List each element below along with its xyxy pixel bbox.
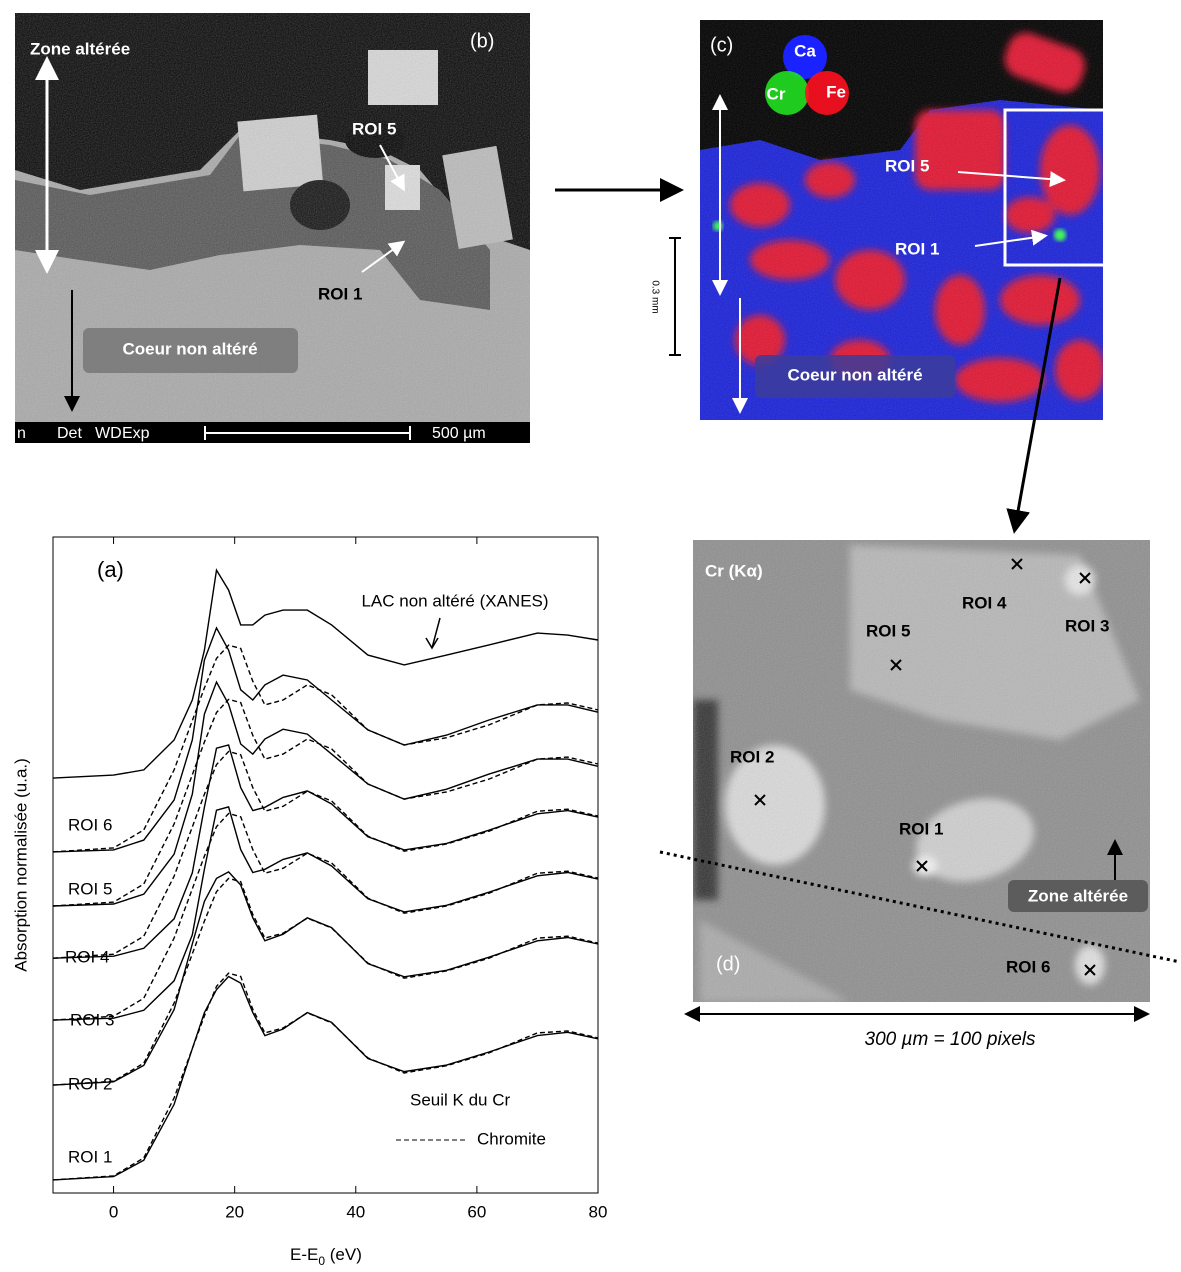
- x-axis-label: E-E0 (eV): [290, 1245, 362, 1268]
- scale-caption: 300 µm = 100 pixels: [865, 1029, 1036, 1050]
- legend-label: Chromite: [477, 1129, 546, 1148]
- roi-marker: [754, 794, 766, 806]
- reference-line: [52, 698, 599, 907]
- panel-label: (d): [716, 953, 740, 975]
- x-tick-label: 0: [109, 1202, 118, 1221]
- roi-label: ROI 6: [1006, 957, 1050, 976]
- status-text: n Det WD Exp 500 µm: [17, 425, 486, 442]
- roi-marker: [890, 659, 902, 671]
- xanes-chart: (a) Absorption normalisée (u.a.) E-E0 (e…: [11, 536, 608, 1268]
- roi-label: ROI 2: [730, 747, 774, 766]
- panel-label: (b): [470, 30, 494, 52]
- zone-label: Zone altérée: [30, 39, 130, 58]
- legend-circle: [805, 71, 849, 115]
- roi-marker: [1011, 558, 1023, 570]
- scale-bar: [669, 237, 681, 356]
- texture: [15, 13, 530, 443]
- series-label: ROI 3: [70, 1010, 114, 1029]
- x-tick-label: 20: [225, 1202, 244, 1221]
- panel-label: (c): [710, 34, 733, 56]
- roi-label: ROI 1: [318, 284, 362, 303]
- reference-line: [52, 644, 599, 853]
- reference-line: [52, 972, 599, 1181]
- arrow: [361, 240, 406, 273]
- roi-label: ROI 5: [866, 621, 910, 640]
- status-item: WD: [95, 425, 122, 442]
- texture: [693, 540, 1150, 1002]
- reference-line: [52, 812, 599, 1021]
- status-item: Det: [57, 425, 82, 442]
- y-axis-label: Absorption normalisée (u.a.): [11, 758, 30, 972]
- legend-label: Fe: [826, 82, 846, 101]
- scale-bar: [204, 426, 411, 440]
- series-line: [52, 680, 599, 907]
- map-image: [700, 20, 1103, 420]
- series-label: ROI 2: [68, 1074, 112, 1093]
- legend-circle: [765, 71, 809, 115]
- x-tick-label: 40: [346, 1202, 365, 1221]
- x-tick-label: 80: [589, 1202, 608, 1221]
- reference-line: [52, 877, 599, 1086]
- core-label: Coeur non altéré: [787, 365, 922, 384]
- sem-image: [15, 13, 530, 443]
- zoom-box: [1003, 108, 1103, 267]
- panel-label: (a): [97, 557, 124, 582]
- roi-marker: [1079, 572, 1091, 584]
- x-label-main: E-E: [290, 1245, 318, 1264]
- series-line: [52, 744, 599, 959]
- series-label: LAC non altéré (XANES): [361, 591, 548, 610]
- series-label: ROI 4: [65, 947, 109, 966]
- label-box: [83, 328, 298, 373]
- arrow: [1006, 277, 1062, 534]
- roi-label: ROI 3: [1065, 616, 1109, 635]
- series-line: [52, 871, 599, 1086]
- reference-line: [52, 750, 599, 959]
- series-line: [52, 568, 599, 779]
- label-box: [1008, 880, 1148, 912]
- x-label-unit: (eV): [325, 1245, 362, 1264]
- roi-label: ROI 4: [962, 593, 1007, 612]
- arrow: [957, 171, 1066, 188]
- legend-circle: [783, 35, 827, 79]
- arrow: [379, 144, 405, 192]
- series-line: [52, 806, 599, 1021]
- boundary-line: [659, 850, 1181, 964]
- label-box: [755, 355, 955, 398]
- x-label-sub: 0: [318, 1254, 325, 1268]
- scale-label: 0.3 mm: [649, 280, 660, 313]
- map-title: Cr (Kα): [705, 561, 763, 580]
- plot-frame: [52, 536, 599, 1194]
- roi-marker: [1084, 964, 1096, 976]
- series-label: ROI 6: [68, 815, 112, 834]
- legend-label: Cr: [767, 84, 786, 103]
- color-legend: Ca Cr Fe: [765, 35, 849, 115]
- xrf-map: [693, 540, 1150, 1002]
- roi-labels: ROI 4 ROI 3 ROI 5 ROI 2 ROI 1 ROI 6: [730, 593, 1109, 976]
- x-tick-label: 60: [467, 1202, 486, 1221]
- roi-label: ROI 5: [885, 156, 929, 175]
- legend-label: Ca: [794, 41, 816, 60]
- series-line: [52, 626, 599, 853]
- zone-label: Zone altérée: [1028, 886, 1128, 905]
- series-label: ROI 1: [68, 1147, 112, 1166]
- scale-label: 500 µm: [432, 425, 486, 442]
- annotation-arrow: [425, 617, 441, 650]
- roi-label: ROI 1: [899, 819, 943, 838]
- roi-label: ROI 1: [895, 239, 939, 258]
- roi-marker: [916, 860, 928, 872]
- series-line: [52, 975, 599, 1181]
- status-item: Exp: [122, 425, 150, 442]
- roi-label: ROI 5: [352, 119, 396, 138]
- series-label: ROI 5: [68, 879, 112, 898]
- annotation: Seuil K du Cr: [410, 1090, 510, 1109]
- core-label: Coeur non altéré: [122, 339, 257, 358]
- arrow: [974, 229, 1048, 247]
- status-item: n: [17, 425, 26, 442]
- roi-markers: [754, 558, 1096, 976]
